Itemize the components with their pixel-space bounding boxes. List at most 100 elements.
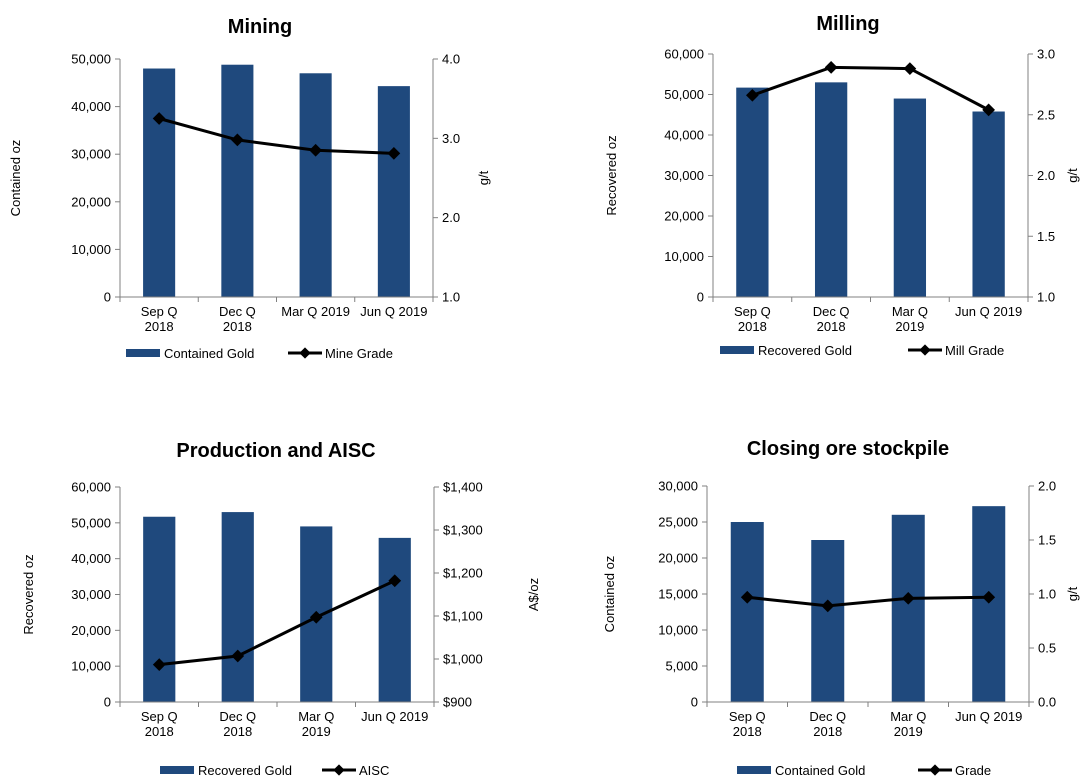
category-label: Mar Q (892, 304, 928, 319)
right-tick-label: 2.0 (1037, 168, 1055, 183)
legend-bar-swatch (737, 766, 771, 774)
category-label: Mar Q (298, 709, 334, 724)
legend-bar-swatch (160, 766, 194, 774)
series-line (747, 595, 989, 608)
category-label: 2018 (145, 724, 174, 739)
category-label: Sep Q (734, 304, 771, 319)
category-label: Mar Q (890, 709, 926, 724)
right-tick-label: 1.0 (1037, 290, 1055, 305)
legend-line-marker (919, 344, 931, 356)
right-tick-label: 2.5 (1037, 107, 1055, 122)
category-label: 2018 (733, 724, 762, 739)
left-tick-label: 20,000 (664, 209, 704, 224)
category-label: Sep Q (729, 709, 766, 724)
legend-line-label: AISC (359, 763, 389, 778)
left-tick-label: 60,000 (71, 480, 111, 495)
bar-2 (299, 73, 332, 297)
right-tick-label: 3.0 (1037, 47, 1055, 62)
left-tick-label: 10,000 (71, 242, 111, 257)
left-tick-label: 15,000 (658, 587, 698, 602)
chart-title: Milling (816, 13, 879, 35)
chart-title: Production and AISC (176, 440, 375, 462)
y2-axis-title: A$/oz (526, 578, 541, 611)
left-tick-label: 40,000 (71, 99, 111, 114)
left-tick-label: 20,000 (658, 551, 698, 566)
category-label: 2018 (817, 319, 846, 334)
right-tick-label: 2.0 (1038, 479, 1056, 494)
category-label: 2018 (813, 724, 842, 739)
category-label: 2019 (894, 724, 923, 739)
category-label: Mar Q 2019 (281, 304, 350, 319)
category-label: Jun Q 2019 (955, 709, 1022, 724)
series-line (751, 65, 990, 112)
y-axis-title: Contained oz (602, 556, 617, 633)
chart-1: Milling 0 10,000 20,000 30,000 40,000 50,000 60… (604, 13, 1080, 358)
legend-bar-swatch (126, 349, 160, 357)
bar-0 (730, 522, 764, 702)
y2-axis-title: g/t (476, 170, 491, 185)
left-tick-label: 30,000 (658, 479, 698, 494)
left-tick-label: 0 (104, 290, 111, 305)
legend-line-marker (929, 764, 941, 776)
y2-axis-title: g/t (1065, 586, 1080, 601)
bar-1 (221, 512, 254, 702)
legend-bar-label: Contained Gold (164, 346, 254, 361)
category-label: 2018 (145, 319, 174, 334)
line-point-3 (387, 147, 401, 160)
bar-0 (143, 68, 176, 298)
y-axis-title: Recovered oz (604, 135, 619, 215)
category-label: Sep Q (141, 709, 178, 724)
y2-axis-title: g/t (1065, 168, 1080, 183)
chart-2: Production and AISC 0 10,000 20,000 30,000 40… (21, 440, 541, 778)
line-point-1 (824, 61, 838, 74)
category-label: 2019 (302, 724, 331, 739)
left-tick-label: 30,000 (71, 587, 111, 602)
category-label: Dec Q (813, 304, 850, 319)
right-tick-label: 4.0 (442, 52, 460, 67)
left-tick-label: 40,000 (664, 128, 704, 143)
right-tick-label: 1.5 (1038, 533, 1056, 548)
bar-0 (143, 516, 176, 702)
left-tick-label: 50,000 (71, 52, 111, 67)
left-tick-label: 20,000 (71, 623, 111, 638)
bar-1 (221, 64, 254, 297)
legend-bar-label: Contained Gold (775, 763, 865, 778)
category-label: Sep Q (141, 304, 178, 319)
left-tick-label: 10,000 (664, 249, 704, 264)
category-label: Dec Q (219, 304, 256, 319)
y-axis-title: Contained oz (8, 140, 23, 217)
left-tick-label: 40,000 (71, 551, 111, 566)
left-tick-label: 60,000 (664, 47, 704, 62)
legend-line-label: Mine Grade (325, 346, 393, 361)
bar-2 (893, 98, 927, 297)
bar-3 (377, 86, 410, 297)
left-tick-label: 50,000 (71, 515, 111, 530)
bar-0 (736, 87, 769, 298)
line-point-1 (231, 133, 244, 147)
category-label: Jun Q 2019 (360, 304, 427, 319)
left-tick-label: 30,000 (71, 147, 111, 162)
legend-line-marker (333, 764, 345, 776)
right-tick-label: 1.0 (442, 290, 460, 305)
left-tick-label: 25,000 (658, 515, 698, 530)
legend-line-marker (299, 347, 311, 359)
legend-bar-label: Recovered Gold (758, 343, 852, 358)
line-point-2 (309, 143, 322, 157)
legend-line-label: Mill Grade (945, 343, 1004, 358)
category-label: 2019 (895, 319, 924, 334)
bar-3 (378, 537, 411, 702)
series-line (158, 117, 394, 155)
right-tick-label: $1,400 (443, 480, 483, 495)
chart-title: Mining (228, 16, 292, 38)
chart-3: Closing ore stockpile 0 5,000 10,000 15,000 2… (602, 438, 1080, 778)
left-tick-label: 30,000 (664, 168, 704, 183)
left-tick-label: 0 (104, 695, 111, 710)
category-label: Jun Q 2019 (955, 304, 1022, 319)
chart-0: Mining 0 10,000 20,000 30,000 40,000 50,000 1.0… (8, 16, 491, 361)
bar-1 (814, 82, 848, 297)
left-tick-label: 50,000 (664, 87, 704, 102)
right-tick-label: 1.5 (1037, 229, 1055, 244)
category-label: Jun Q 2019 (361, 709, 428, 724)
right-tick-label: 1.0 (1038, 587, 1056, 602)
line-point-0 (152, 112, 166, 125)
